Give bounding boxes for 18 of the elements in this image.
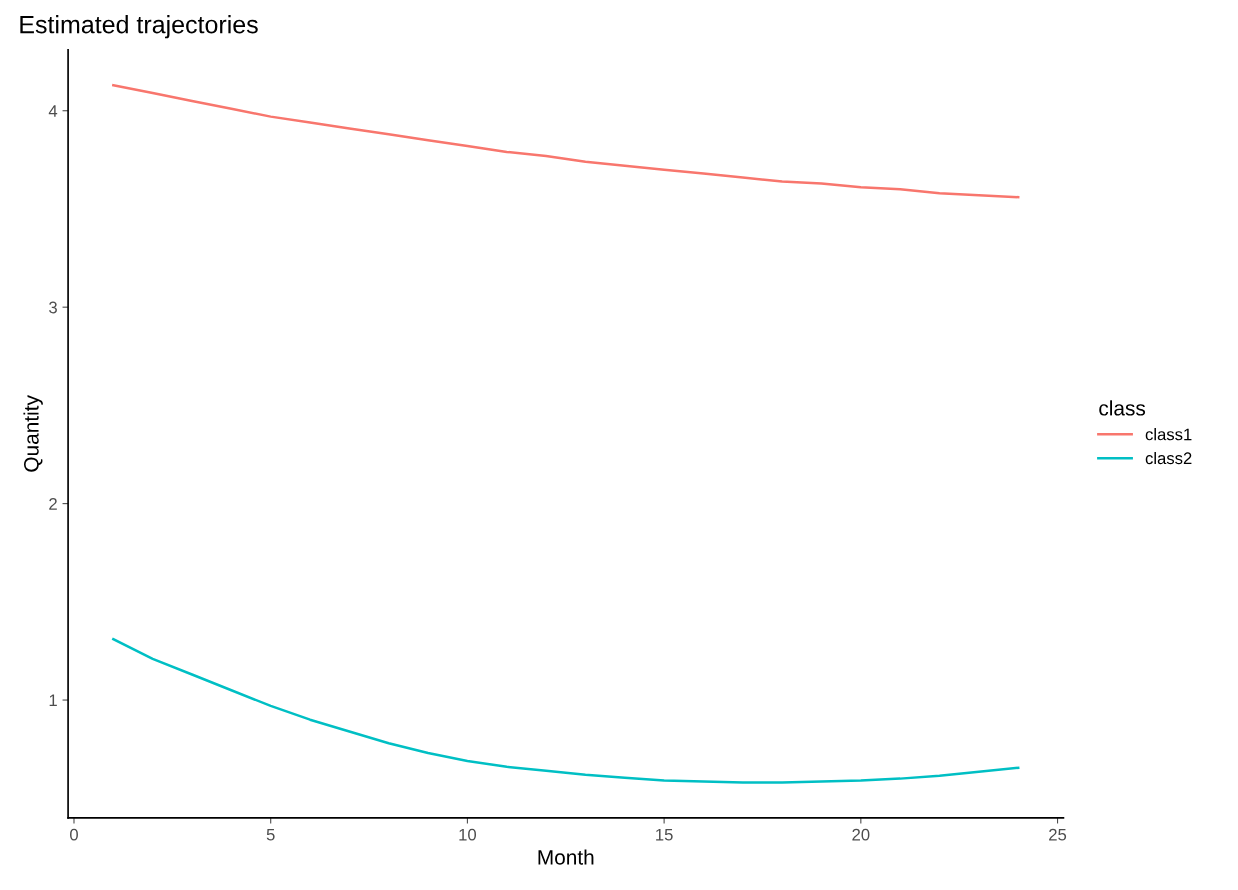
y-axis-title: Quantity bbox=[23, 395, 43, 472]
x-tick-label: 20 bbox=[852, 828, 870, 841]
x-tick-label: 0 bbox=[70, 828, 78, 841]
legend-label: class2 bbox=[1145, 451, 1192, 465]
x-tick-label: 25 bbox=[1049, 828, 1067, 841]
y-tick-label: 3 bbox=[49, 301, 57, 314]
x-axis-title: Month bbox=[538, 849, 594, 865]
legend-label: class1 bbox=[1145, 428, 1192, 441]
x-tick-label: 10 bbox=[459, 828, 477, 841]
y-tick-label: 1 bbox=[49, 694, 57, 707]
y-tick-label: 2 bbox=[49, 498, 57, 510]
line-series bbox=[112, 637, 1020, 784]
legend-title: class bbox=[1099, 400, 1146, 416]
y-tick-label: 4 bbox=[48, 105, 58, 117]
chart-title: Estimated trajectories bbox=[20, 15, 258, 39]
line-series bbox=[112, 83, 1020, 199]
x-tick-label: 15 bbox=[656, 828, 673, 841]
x-tick-label: 5 bbox=[266, 828, 275, 841]
